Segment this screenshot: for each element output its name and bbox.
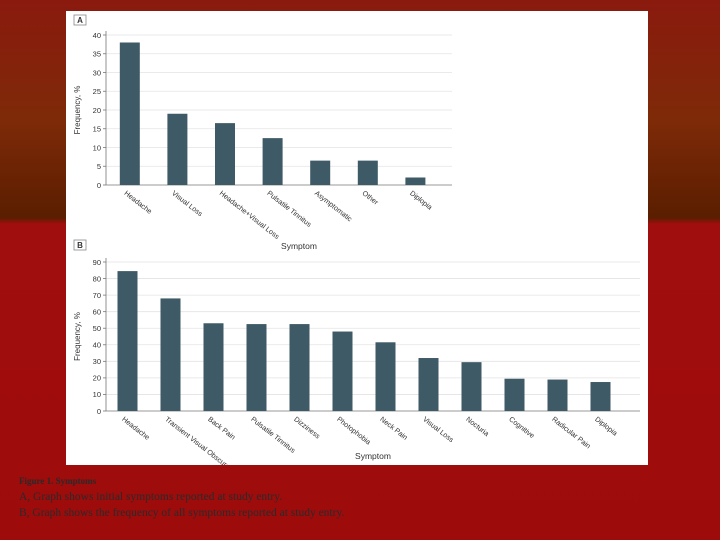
y-tick-label: 70 <box>93 291 101 300</box>
panel-label: A <box>77 16 83 25</box>
y-axis-title: Frequency, % <box>73 86 82 135</box>
bar-other <box>357 160 378 185</box>
y-tick-label: 30 <box>93 68 101 77</box>
bar-pulsatile-tinnitus <box>246 324 267 411</box>
bar-visual-loss <box>418 358 439 411</box>
bar-visual-loss <box>167 113 188 185</box>
bar-transient-visual-obscurations <box>160 298 181 411</box>
category-label: Back Pain <box>206 414 237 441</box>
y-tick-label: 10 <box>93 143 101 152</box>
figure-svg: A 0 5 10 15 20 25 30 35 40 Headache Visual Loss Head… <box>73 14 640 481</box>
bar-headache <box>119 42 140 185</box>
y-tick-label: 60 <box>93 307 101 316</box>
panel-badge-box <box>73 239 87 251</box>
category-label: Dizziness <box>292 414 322 440</box>
x-axis-title: Symptom <box>281 241 317 251</box>
bar-nocturia <box>461 362 482 411</box>
bar-asymptomatic <box>310 160 331 185</box>
bar-diplopia <box>405 177 426 185</box>
y-tick-label: 50 <box>93 324 101 333</box>
y-tick-label: 20 <box>93 374 101 383</box>
bar-pulsatile-tinnitus <box>262 138 283 185</box>
bar-headache <box>117 271 138 411</box>
category-label: Headache <box>120 414 151 441</box>
category-label: Nocturia <box>464 414 491 438</box>
y-tick-label: 5 <box>97 162 101 171</box>
category-label: Asymptomatic <box>313 188 354 223</box>
figure-panel: A 0 5 10 15 20 25 30 35 40 Headache Visual Loss Head… <box>66 11 648 481</box>
bar-dizziness <box>289 324 310 411</box>
category-label: Other <box>361 188 381 207</box>
x-axis-title: Symptom <box>355 451 391 461</box>
panel-badge-box <box>73 14 87 26</box>
category-label: Radicular Pain <box>550 414 592 450</box>
category-label: Visual Loss <box>421 414 456 444</box>
caption-line-a: A, Graph shows initial symptoms reported… <box>19 491 283 503</box>
y-tick-label: 40 <box>93 31 101 40</box>
caption-line-b: B, Graph shows the frequency of all symp… <box>19 507 345 519</box>
bar-headache-visual-loss <box>215 123 235 185</box>
y-tick-label: 20 <box>93 106 101 115</box>
panel-label: B <box>77 241 83 250</box>
y-tick-label: 90 <box>93 258 101 267</box>
bar-diplopia <box>590 382 611 411</box>
y-tick-label: 80 <box>93 274 101 283</box>
y-tick-label: 30 <box>93 357 101 366</box>
category-label: Pulsatile Tinnitus <box>249 414 297 455</box>
category-label: Diplopia <box>408 188 434 211</box>
y-tick-label: 0 <box>97 181 101 190</box>
category-label: Photophobia <box>335 414 372 446</box>
bar-photophobia <box>332 331 353 411</box>
category-label: Visual Loss <box>170 188 205 218</box>
y-tick-label: 40 <box>93 341 101 350</box>
y-tick-label: 10 <box>93 390 101 399</box>
y-tick-label: 35 <box>93 50 101 59</box>
caption-title: Figure 1. Symptoms <box>19 476 97 486</box>
category-label: Pulsatile Tinnitus <box>265 188 313 229</box>
figure-caption: Figure 1. Symptoms A, Graph shows initia… <box>19 476 709 521</box>
y-axis-title: Frequency, % <box>73 312 82 361</box>
category-label: Diplopia <box>593 414 619 437</box>
bar-neck-pain <box>375 342 396 411</box>
bar-back-pain <box>203 323 224 411</box>
y-tick-label: 25 <box>93 87 101 96</box>
bar-cognitive <box>504 378 525 411</box>
y-tick-label: 0 <box>97 407 101 416</box>
y-tick-label: 15 <box>93 125 101 134</box>
category-label: Headache <box>123 188 154 215</box>
bar-radicular-pain <box>547 379 568 411</box>
category-label: Neck Pain <box>378 414 409 441</box>
category-label: Cognitive <box>507 414 536 440</box>
